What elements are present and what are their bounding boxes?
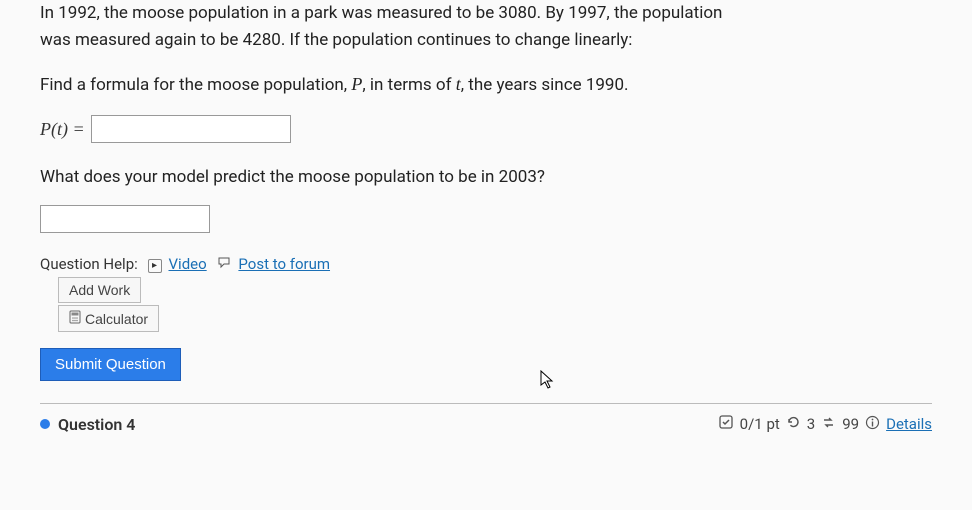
- prediction-input[interactable]: [40, 205, 210, 233]
- question-number-label: Question 4: [58, 415, 135, 434]
- retries-text: 99: [842, 415, 859, 433]
- status-dot-icon: [40, 419, 50, 429]
- calculator-button[interactable]: Calculator: [58, 305, 159, 332]
- problem-line-1: In 1992, the moose population in a park …: [40, 3, 722, 23]
- calculator-label: Calculator: [85, 311, 148, 327]
- check-icon: [718, 414, 734, 434]
- score-text: 0/1 pt: [740, 415, 780, 433]
- add-work-button[interactable]: Add Work: [58, 277, 141, 303]
- cursor-icon: [540, 370, 556, 395]
- attempts-text: 3: [807, 415, 815, 433]
- formula-input[interactable]: [91, 115, 291, 143]
- divider: [40, 403, 932, 404]
- help-row: Question Help: ▸ Video Post to forum: [40, 255, 932, 273]
- instruction-text: Find a formula for the moose population,…: [40, 74, 932, 95]
- info-icon: [865, 415, 880, 434]
- button-stack: Add Work Calculator: [58, 277, 932, 334]
- cycle-icon: [821, 415, 836, 434]
- video-icon: ▸: [148, 259, 162, 273]
- calculator-icon: [69, 310, 81, 327]
- status-block: 0/1 pt 3 99 Details: [718, 414, 932, 434]
- formula-label: P(t) =: [40, 119, 85, 140]
- question-2-text: What does your model predict the moose p…: [40, 167, 932, 187]
- question-container: In 1992, the moose population in a park …: [0, 0, 972, 510]
- forum-link[interactable]: Post to forum: [238, 255, 330, 273]
- details-link[interactable]: Details: [886, 415, 932, 433]
- problem-statement: In 1992, the moose population in a park …: [40, 0, 932, 54]
- retry-icon: [786, 415, 801, 434]
- forum-icon: [218, 255, 231, 273]
- next-question-header[interactable]: Question 4: [40, 415, 135, 434]
- formula-input-row: P(t) =: [40, 115, 932, 143]
- footer-row: Question 4 0/1 pt 3 99 Details: [40, 414, 932, 434]
- video-link[interactable]: Video: [169, 255, 207, 273]
- submit-button[interactable]: Submit Question: [40, 348, 181, 381]
- problem-line-2: was measured again to be 4280. If the po…: [40, 30, 632, 50]
- help-label: Question Help:: [40, 255, 138, 273]
